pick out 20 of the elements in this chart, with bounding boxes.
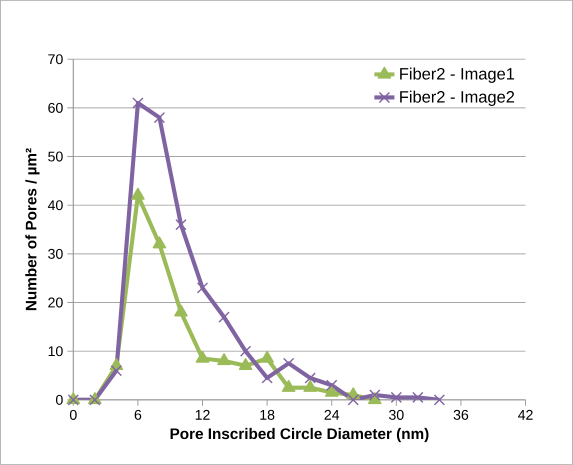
x-tick-label: 36 [454,410,468,420]
y-tick-label: 60 [48,102,63,113]
x-tick-label: 30 [389,410,404,420]
y-tick-label: 70 [48,54,63,64]
y-tick-label: 20 [48,298,63,308]
x-axis-title: Pore Inscribed Circle Diameter (nm) [170,428,428,442]
y-tick-label: 10 [48,346,63,356]
x-tick-label: 0 [70,410,77,420]
y-tick-label: 40 [48,200,63,210]
x-tick-label: 42 [518,410,533,420]
y-axis-title: Number of Pores / µm² [25,148,40,310]
legend-label: Fiber2 - Image1 [400,68,514,83]
y-tick-label: 0 [56,394,63,405]
y-tick-label: 30 [48,248,63,259]
y-tick-label: 50 [48,152,63,162]
x-tick-label: 24 [324,410,340,420]
x-tick-label: 18 [260,410,274,420]
legend-label: Fiber2 - Image2 [400,90,514,106]
x-tick-label: 12 [196,410,210,420]
x-tick-label: 6 [134,410,142,420]
